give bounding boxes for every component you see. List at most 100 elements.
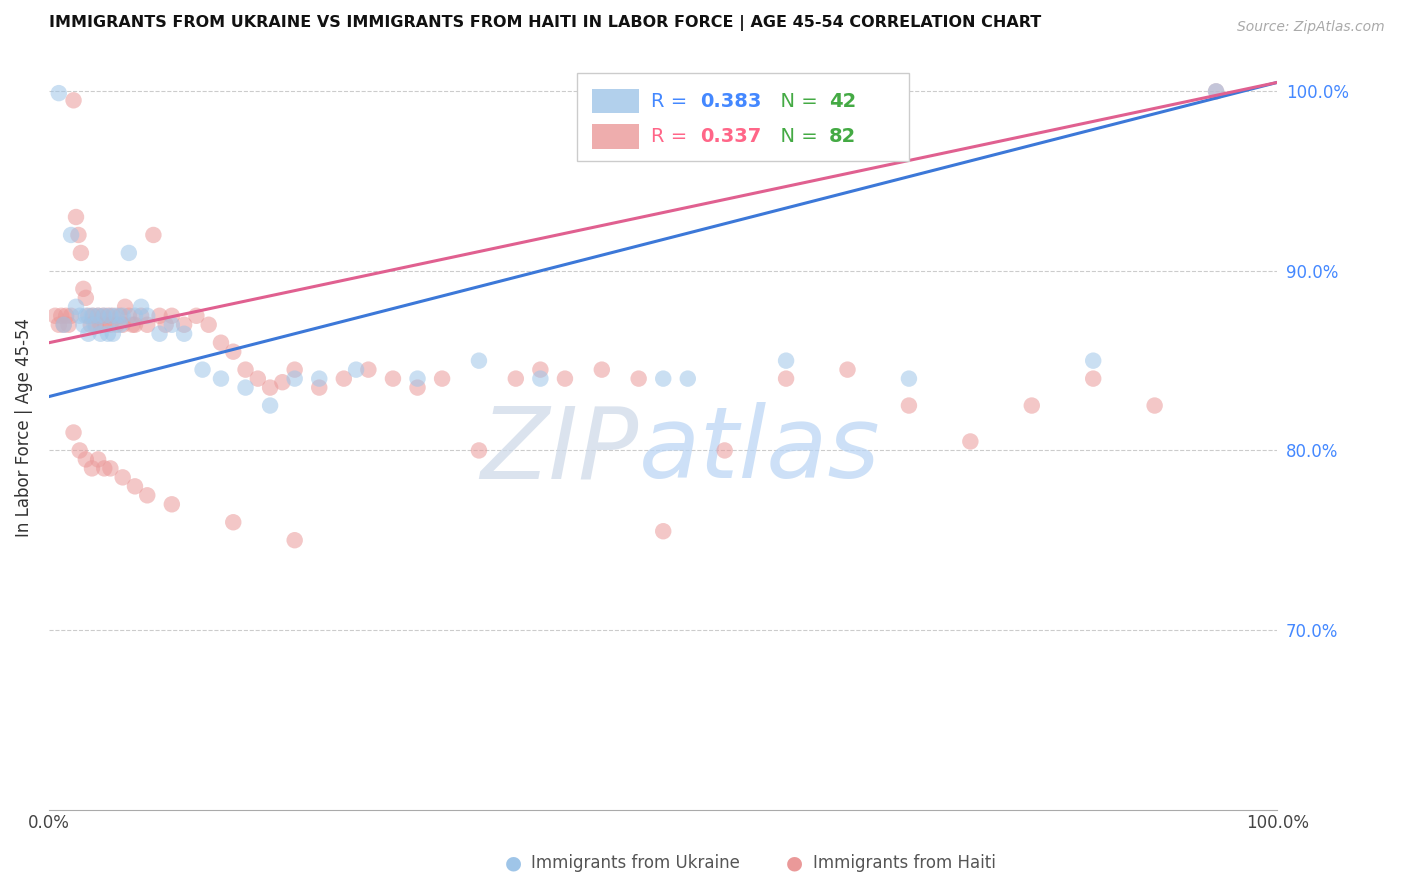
Point — [136, 488, 159, 502]
Text: IMMIGRANTS FROM UKRAINE VS IMMIGRANTS FROM HAITI IN LABOR FORCE | AGE 45-54 CORR: IMMIGRANTS FROM UKRAINE VS IMMIGRANTS FR… — [49, 15, 1042, 31]
Point — [259, 399, 281, 413]
Point — [271, 375, 294, 389]
Point — [155, 318, 177, 332]
Point — [72, 282, 94, 296]
Point — [1083, 353, 1105, 368]
Point — [111, 309, 134, 323]
Point — [775, 371, 797, 385]
Point — [406, 381, 429, 395]
Point — [52, 318, 75, 332]
Point — [111, 470, 134, 484]
Point — [468, 353, 491, 368]
Point — [136, 318, 159, 332]
Point — [60, 227, 83, 242]
Point — [652, 524, 675, 539]
Text: ●: ● — [505, 854, 522, 872]
Point — [160, 318, 183, 332]
Point — [160, 497, 183, 511]
Point — [591, 362, 613, 376]
Point — [55, 309, 77, 323]
Point — [333, 371, 356, 385]
Point — [69, 443, 91, 458]
Point — [381, 371, 404, 385]
Point — [1143, 399, 1166, 413]
Point — [124, 309, 146, 323]
Point — [209, 371, 232, 385]
Point — [62, 425, 84, 440]
Point — [959, 434, 981, 449]
Point — [246, 371, 269, 385]
Point — [837, 362, 859, 376]
Point — [62, 93, 84, 107]
Point — [105, 309, 128, 323]
Point — [308, 381, 330, 395]
Point — [430, 371, 453, 385]
Point — [713, 443, 735, 458]
Point — [60, 309, 83, 323]
Point — [1205, 84, 1227, 98]
Point — [554, 371, 576, 385]
Point — [80, 309, 103, 323]
Point — [93, 461, 115, 475]
Point — [97, 326, 120, 341]
Point — [82, 309, 104, 323]
Text: 0.383: 0.383 — [700, 92, 762, 111]
Point — [775, 353, 797, 368]
Point — [75, 452, 97, 467]
Point — [1083, 371, 1105, 385]
Y-axis label: In Labor Force | Age 45-54: In Labor Force | Age 45-54 — [15, 318, 32, 538]
Point — [65, 210, 87, 224]
Text: N =: N = — [768, 92, 824, 111]
Point — [124, 318, 146, 332]
Point — [1021, 399, 1043, 413]
Point — [80, 461, 103, 475]
Point — [100, 461, 122, 475]
Point — [129, 300, 152, 314]
Point — [97, 309, 120, 323]
Point — [186, 309, 208, 323]
Point — [284, 371, 307, 385]
Point — [529, 362, 551, 376]
FancyBboxPatch shape — [578, 73, 908, 161]
Point — [136, 309, 159, 323]
Point — [173, 326, 195, 341]
Point — [148, 326, 170, 341]
Point — [197, 318, 219, 332]
Point — [897, 371, 920, 385]
Text: 42: 42 — [830, 92, 856, 111]
Point — [48, 318, 70, 332]
Point — [897, 399, 920, 413]
Point — [70, 246, 93, 260]
Point — [222, 515, 245, 529]
Point — [148, 309, 170, 323]
Point — [1205, 84, 1227, 98]
Text: ZIP: ZIP — [481, 402, 638, 500]
Text: atlas: atlas — [638, 402, 880, 500]
Text: 0.337: 0.337 — [700, 127, 761, 145]
Point — [77, 309, 100, 323]
Point — [111, 318, 134, 332]
Point — [51, 309, 73, 323]
Point — [44, 309, 66, 323]
Point — [142, 227, 165, 242]
Point — [209, 335, 232, 350]
Point — [87, 309, 110, 323]
Point — [52, 318, 75, 332]
Point — [94, 318, 117, 332]
Point — [110, 318, 132, 332]
Point — [110, 309, 132, 323]
Point — [101, 326, 124, 341]
Point — [173, 318, 195, 332]
Point — [80, 318, 103, 332]
Point — [160, 309, 183, 323]
Text: R =: R = — [651, 127, 693, 145]
Point — [77, 326, 100, 341]
Point — [468, 443, 491, 458]
Point — [105, 318, 128, 332]
Text: Source: ZipAtlas.com: Source: ZipAtlas.com — [1237, 20, 1385, 34]
Point — [65, 300, 87, 314]
Point — [652, 371, 675, 385]
Point — [118, 246, 141, 260]
Point — [58, 318, 80, 332]
Point — [101, 309, 124, 323]
